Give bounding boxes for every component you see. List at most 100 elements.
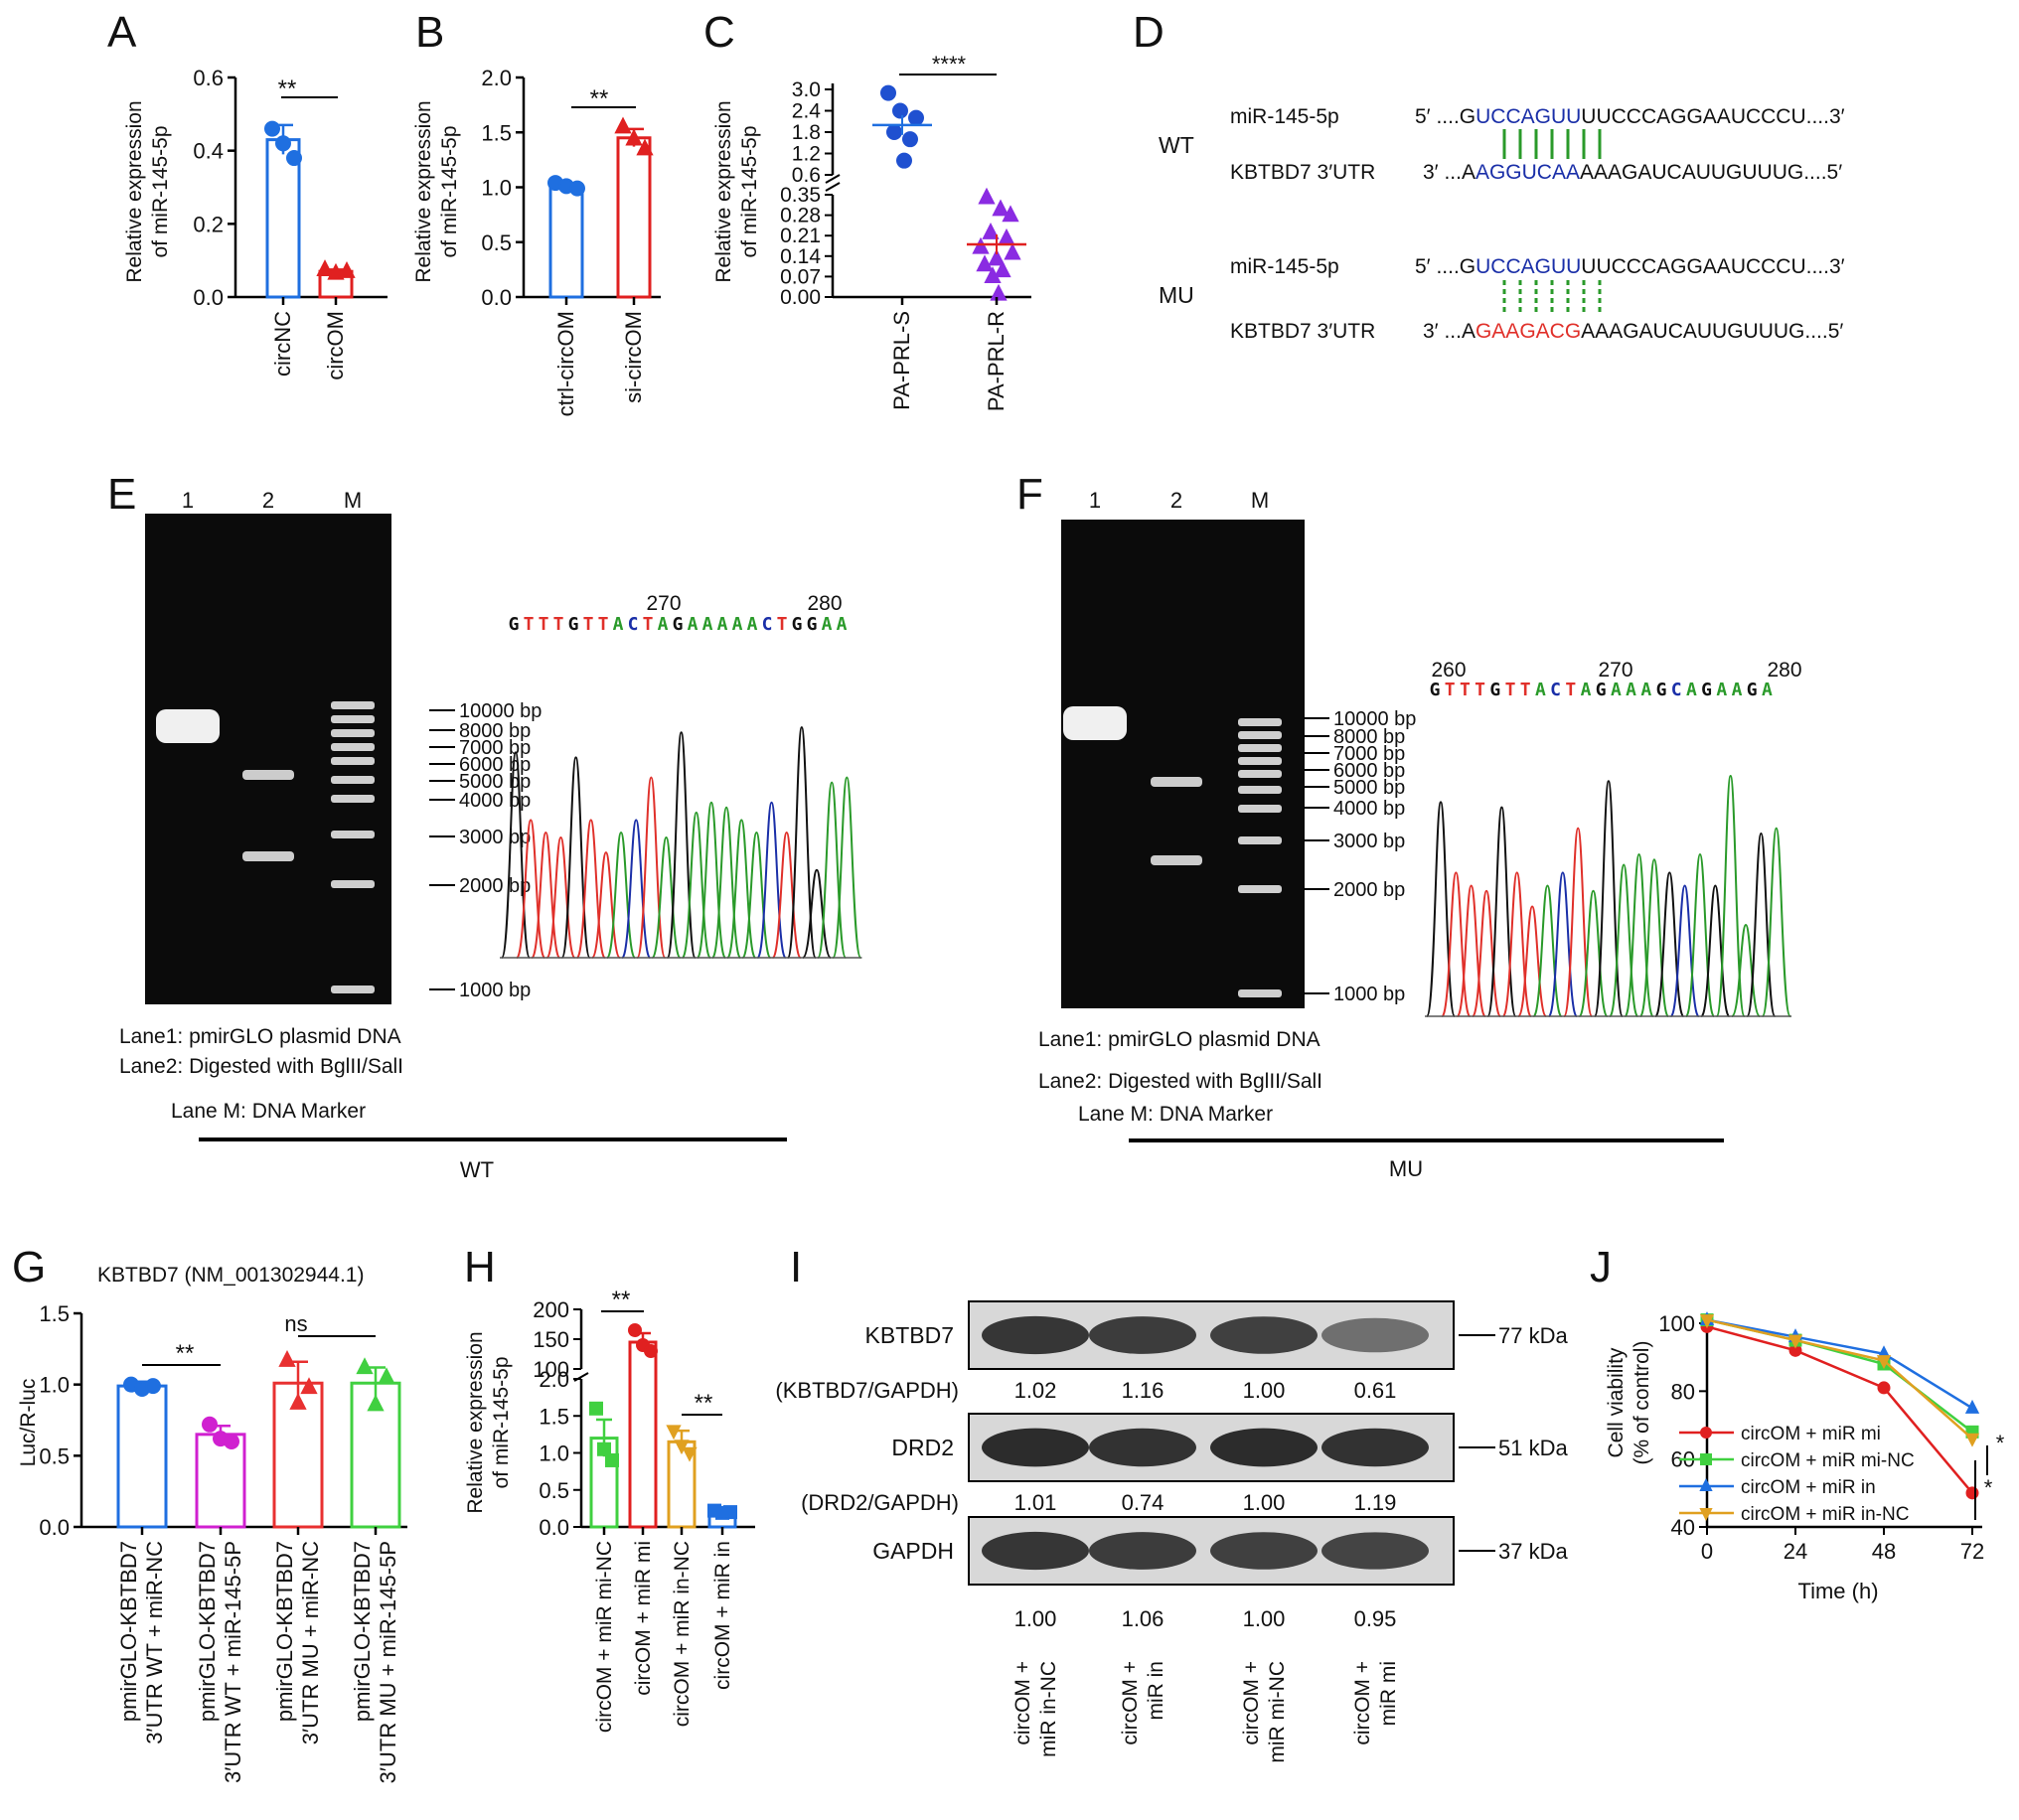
base-letter: A bbox=[717, 614, 728, 635]
marker-label: 7000 bp bbox=[459, 737, 531, 759]
marker-band bbox=[1238, 786, 1282, 794]
gel-e-lane-label-2: 2 bbox=[262, 488, 274, 513]
marker-label: 8000 bp bbox=[1333, 726, 1405, 748]
trace-peak bbox=[651, 836, 682, 959]
category-label: 3′UTR MU + miR-145-5P bbox=[376, 1541, 400, 1783]
y-tick-label: 1.8 bbox=[792, 121, 821, 144]
panel-g-significance-1: ** bbox=[176, 1340, 195, 1367]
panel-a-ylabel-2: of miR-145-5p bbox=[149, 125, 172, 257]
series-point bbox=[1787, 1334, 1803, 1349]
base-letter: A bbox=[1640, 680, 1651, 700]
data-point bbox=[902, 131, 918, 148]
y-tick-label: 0.0 bbox=[539, 1515, 569, 1540]
data-point bbox=[569, 180, 585, 197]
data-point bbox=[264, 120, 280, 137]
base-letter: C bbox=[762, 614, 773, 635]
base-letter: G bbox=[1489, 680, 1500, 700]
panel-letter-b: B bbox=[415, 8, 444, 57]
significance-star: * bbox=[1996, 1431, 2005, 1455]
panel-b-ylabel-1: Relative expression bbox=[412, 100, 435, 282]
kda-label: 77 kDa bbox=[1498, 1323, 1568, 1348]
trace-peak bbox=[741, 831, 772, 959]
marker-band bbox=[331, 795, 375, 803]
ratio-value: 1.00 bbox=[1243, 1378, 1286, 1403]
data-point bbox=[605, 1452, 619, 1467]
base-letter: T bbox=[539, 614, 549, 635]
y-tick-label: 1.2 bbox=[792, 143, 821, 166]
panel-a-bar-chart: Relative expression of miR-145-5p ** 0.0… bbox=[123, 66, 388, 380]
data-point bbox=[892, 102, 908, 119]
y-tick-label: 100 bbox=[533, 1357, 569, 1382]
legend-label: circOM + miR mi bbox=[1741, 1424, 1881, 1444]
bar-2 bbox=[195, 1433, 246, 1529]
x-tick-label: 48 bbox=[1872, 1539, 1896, 1564]
data-point bbox=[978, 187, 996, 205]
category-label: circOM + miR mi bbox=[632, 1541, 655, 1696]
trace-peak bbox=[696, 801, 726, 959]
trace-peak bbox=[1731, 923, 1762, 1017]
x-tick-label: 72 bbox=[1960, 1539, 1984, 1564]
y-tick-label: 80 bbox=[1671, 1379, 1695, 1404]
legend-label: circOM + miR mi-NC bbox=[1741, 1450, 1915, 1471]
base-letter: T bbox=[1445, 680, 1456, 700]
gel-f-caption-1: Lane1: pmirGLO plasmid DNA bbox=[1038, 1028, 1320, 1051]
marker-label: 2000 bp bbox=[1333, 879, 1405, 901]
gel-f-caption-2: Lane2: Digested with BglII/SalI bbox=[1038, 1070, 1322, 1093]
base-letter: A bbox=[1535, 680, 1546, 700]
base-letter: A bbox=[732, 614, 743, 635]
series-point bbox=[1964, 1433, 1980, 1447]
base-letter: G bbox=[1596, 680, 1607, 700]
ratio-value: 1.16 bbox=[1122, 1378, 1165, 1403]
panel-b-significance: ** bbox=[590, 85, 609, 112]
x-tick-label: 0 bbox=[1701, 1539, 1713, 1564]
legend-marker bbox=[1700, 1453, 1712, 1465]
category-label: circOM + miR mi-NC bbox=[593, 1541, 616, 1733]
x-tick-label: 24 bbox=[1784, 1539, 1807, 1564]
marker-band bbox=[1238, 770, 1282, 778]
data-point bbox=[1002, 205, 1019, 223]
base-letter: T bbox=[524, 614, 535, 635]
category-label: circOM + miR in bbox=[711, 1541, 734, 1690]
y-tick-label: 0.5 bbox=[39, 1443, 70, 1468]
base-letter: T bbox=[598, 614, 609, 635]
gel-e-caption-2: Lane2: Digested with BglII/SalI bbox=[119, 1055, 403, 1078]
base-letter: T bbox=[1475, 680, 1485, 700]
marker-label: 3000 bp bbox=[1333, 831, 1405, 852]
series-line-3 bbox=[1706, 1318, 1973, 1410]
trace-peak bbox=[1593, 780, 1624, 1017]
y-tick-label: 0.6 bbox=[193, 66, 224, 90]
protein-band bbox=[1089, 1428, 1196, 1467]
y-tick-label: 0.5 bbox=[481, 230, 512, 255]
base-letter: A bbox=[1686, 680, 1697, 700]
panel-h-ylabel-1: Relative expression bbox=[464, 1331, 487, 1513]
kda-label: 37 kDa bbox=[1498, 1539, 1568, 1564]
y-tick-label: 0.35 bbox=[780, 184, 821, 207]
digest-band bbox=[1151, 777, 1202, 787]
gel-f-lane-label-1: 1 bbox=[1089, 488, 1101, 513]
data-point bbox=[636, 138, 654, 156]
category-label: ctrl-circOM bbox=[553, 311, 578, 416]
ratio-value: 1.00 bbox=[1243, 1606, 1286, 1631]
data-point bbox=[1004, 242, 1021, 260]
trace-peak bbox=[621, 819, 652, 959]
data-point bbox=[275, 135, 291, 152]
base-letter: T bbox=[643, 614, 654, 635]
y-tick-label: 1.0 bbox=[481, 176, 512, 201]
panel-c-ylabel-1: Relative expression bbox=[712, 100, 735, 282]
y-tick-label: 100 bbox=[1658, 1311, 1695, 1336]
trace-peak bbox=[1669, 884, 1700, 1017]
trace-peak bbox=[1426, 801, 1456, 1017]
bar-2 bbox=[628, 1340, 658, 1529]
plasmid-band bbox=[156, 709, 220, 743]
y-tick-label: 1.5 bbox=[539, 1404, 569, 1429]
data-point bbox=[972, 236, 990, 254]
data-point bbox=[666, 1425, 682, 1441]
y-tick-label: 0.0 bbox=[39, 1515, 70, 1540]
y-tick-label: 40 bbox=[1671, 1515, 1695, 1540]
trace-peak bbox=[1578, 889, 1609, 1017]
panel-j-ylabel-2: (% of control) bbox=[1631, 1341, 1653, 1465]
blot-lane-label: miR mi-NC bbox=[1266, 1661, 1289, 1763]
